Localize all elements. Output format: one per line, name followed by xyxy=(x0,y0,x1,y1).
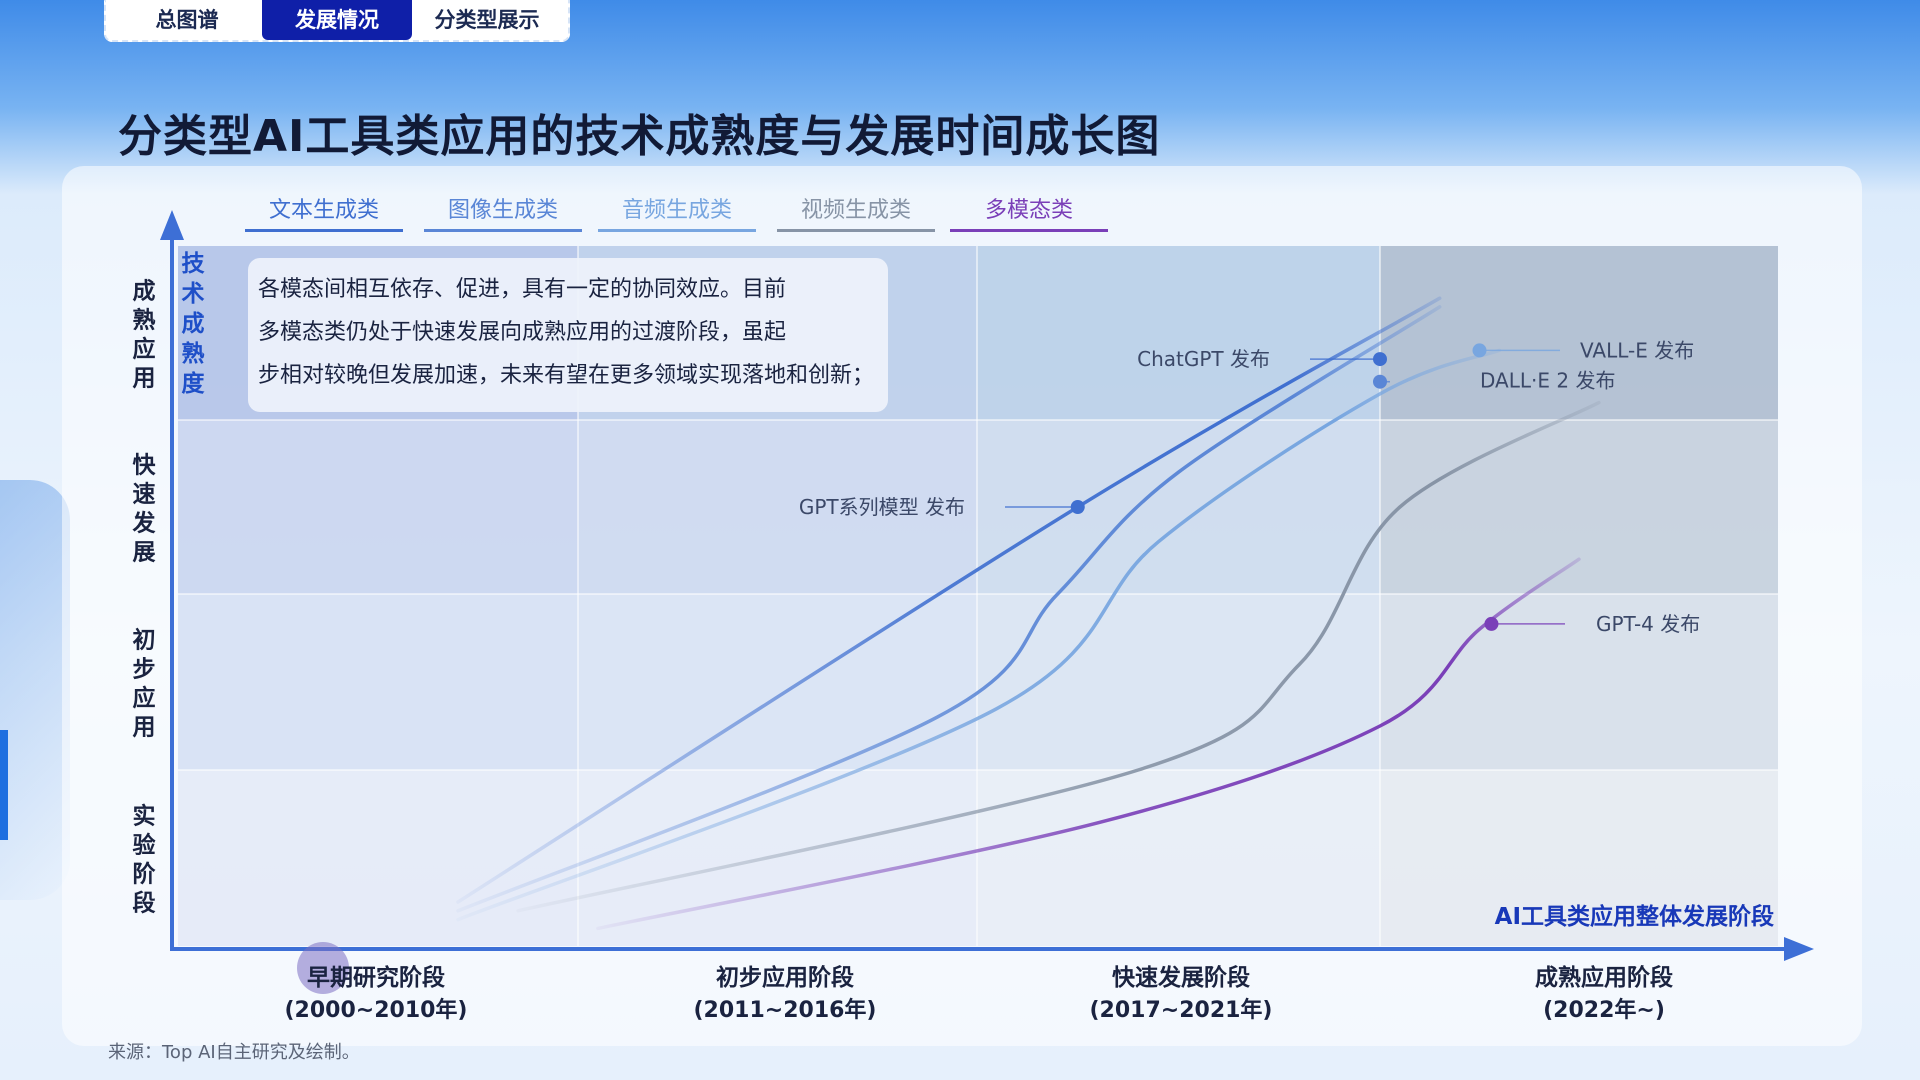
x-stage-name: 早期研究阶段 xyxy=(307,964,445,991)
y-level-label-char: 初 xyxy=(133,627,156,654)
legend-label: 视频生成类 xyxy=(801,198,911,223)
tab-development[interactable]: 发展情况 xyxy=(262,0,412,40)
legend-label: 文本生成类 xyxy=(269,198,379,223)
decorative-bar xyxy=(0,730,8,840)
x-stage-period: (2022年~) xyxy=(1543,997,1665,1023)
grid-cell xyxy=(178,594,578,770)
grid-cell xyxy=(977,594,1380,770)
top-tab-bar: 总图谱 发展情况 分类型展示 xyxy=(104,0,570,42)
grid-cell xyxy=(1380,770,1778,946)
y-axis-title-char: 度 xyxy=(182,370,206,397)
tab-category[interactable]: 分类型展示 xyxy=(434,8,540,32)
y-level-label-char: 验 xyxy=(133,832,156,859)
legend-underline xyxy=(777,229,935,232)
y-axis-arrow xyxy=(160,210,184,240)
x-stage-period: (2017~2021年) xyxy=(1089,997,1272,1023)
event-marker xyxy=(1472,343,1487,358)
y-level-label-char: 熟 xyxy=(133,307,156,334)
y-level-label-char: 用 xyxy=(133,715,156,741)
event-label: DALL·E 2 发布 xyxy=(1480,369,1615,393)
event-label: VALL-E 发布 xyxy=(1580,338,1694,362)
event-label: GPT-4 发布 xyxy=(1596,612,1700,636)
callout-text-line: 多模态类仍处于快速发展向成熟应用的过渡阶段，虽起 xyxy=(258,320,786,345)
x-stage-period: (2000~2010年) xyxy=(284,997,467,1023)
decorative-shape xyxy=(0,480,70,900)
y-level-label-char: 应 xyxy=(133,685,156,712)
grid-cell xyxy=(1380,594,1778,770)
y-level-label-char: 步 xyxy=(133,657,156,683)
event-marker xyxy=(1070,500,1085,514)
grid-cell xyxy=(578,594,977,770)
x-stage-period: (2011~2016年) xyxy=(693,997,876,1023)
event-marker xyxy=(1373,352,1387,367)
series-line xyxy=(456,296,1442,904)
legend-label: 多模态类 xyxy=(985,198,1073,223)
series-line xyxy=(516,400,1601,913)
y-level-label-char: 段 xyxy=(133,890,156,917)
grid-cell xyxy=(578,770,977,946)
y-level-label-char: 成 xyxy=(133,279,156,305)
grid-cell xyxy=(1380,246,1778,420)
page-title: 分类型AI工具类应用的技术成熟度与发展时间成长图 xyxy=(118,111,1161,162)
grid-cell xyxy=(178,770,578,946)
legend-underline xyxy=(950,229,1108,232)
series-line xyxy=(456,348,1502,922)
callout-text-line: 步相对较晚但发展加速，未来有望在更多领域实现落地和创新； xyxy=(258,363,874,388)
tab-overview[interactable]: 总图谱 xyxy=(155,8,219,32)
y-level-label-char: 实 xyxy=(133,803,156,830)
series-line xyxy=(456,305,1442,913)
x-axis-title: AI工具类应用整体发展阶段 xyxy=(1495,903,1774,930)
event-label: GPT系列模型 发布 xyxy=(799,495,965,519)
y-level-label-char: 应 xyxy=(133,336,156,363)
y-axis-title-char: 术 xyxy=(182,281,205,307)
y-level-label-char: 用 xyxy=(133,366,156,392)
x-axis-arrow xyxy=(1784,937,1814,961)
legend-label: 音频生成类 xyxy=(622,198,732,223)
grid-cell xyxy=(578,420,977,594)
legend-underline xyxy=(424,229,582,232)
grid-cell xyxy=(1380,420,1778,594)
stage-highlight-marker xyxy=(297,942,349,994)
y-axis-title-char: 技 xyxy=(182,251,206,277)
y-level-label-char: 阶 xyxy=(133,861,156,888)
callout-text-line: 各模态间相互依存、促进，具有一定的协同效应。目前 xyxy=(258,277,786,302)
legend-label: 图像生成类 xyxy=(448,198,558,223)
x-stage-name: 快速发展阶段 xyxy=(1112,964,1250,991)
event-marker xyxy=(1373,374,1387,389)
x-stage-name: 成熟应用阶段 xyxy=(1535,964,1673,991)
y-level-label-char: 速 xyxy=(133,481,156,508)
legend-underline xyxy=(598,229,756,232)
legend-underline xyxy=(245,229,403,232)
y-level-label-char: 快 xyxy=(133,453,157,479)
grid-cell xyxy=(178,420,578,594)
source-note: 来源：Top AI自主研究及绘制。 xyxy=(108,1042,360,1063)
callout-box xyxy=(248,258,888,412)
y-level-label-char: 展 xyxy=(133,540,156,566)
grid-cell xyxy=(977,246,1380,420)
y-axis-title-char: 熟 xyxy=(182,340,205,367)
x-stage-name: 初步应用阶段 xyxy=(716,964,854,991)
y-axis-title-char: 成 xyxy=(182,311,205,337)
y-level-label-char: 发 xyxy=(132,510,156,537)
event-marker xyxy=(1484,616,1499,631)
event-label: ChatGPT 发布 xyxy=(1137,347,1270,371)
